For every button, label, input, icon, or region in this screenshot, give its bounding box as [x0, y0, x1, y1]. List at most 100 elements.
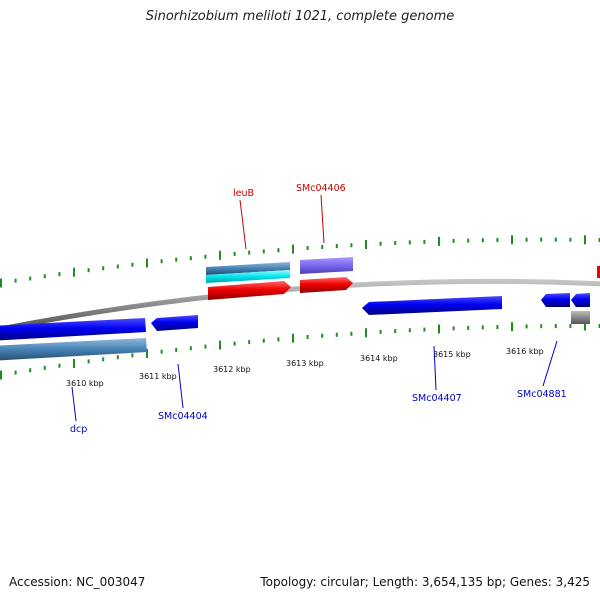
tick-mark: [146, 349, 148, 358]
tick-mark: [335, 244, 338, 249]
tick-mark: [73, 359, 75, 368]
tick-mark: [379, 329, 382, 334]
tick-mark: [175, 257, 178, 262]
tick-mark: [467, 238, 470, 243]
tick-mark: [131, 353, 134, 358]
tick-mark: [87, 268, 90, 273]
gene-SMc04404[interactable]: [151, 315, 198, 331]
tick-mark: [496, 238, 499, 242]
gene-label-dcp[interactable]: dcp: [70, 424, 87, 435]
leader-line-SMc04406: [320, 194, 325, 244]
tick-mark: [394, 329, 397, 334]
rna-feature-leuB[interactable]: [206, 270, 290, 283]
scale-label: 3610 kbp: [66, 379, 104, 388]
tick-mark: [569, 324, 572, 328]
cds-feature-dcp[interactable]: [0, 338, 147, 361]
tick-mark: [467, 325, 470, 330]
tick-mark: [87, 359, 90, 364]
gene-leuB[interactable]: [208, 281, 291, 300]
leader-line-SMc04881: [542, 340, 558, 387]
tick-mark: [335, 332, 338, 337]
tick-mark: [540, 324, 543, 329]
tick-mark: [116, 264, 119, 269]
tick-mark: [554, 237, 557, 242]
scale-label: 3615 kbp: [433, 350, 471, 359]
gene-label-SMc04406[interactable]: SMc04406: [296, 183, 346, 194]
tick-mark: [408, 328, 411, 333]
leader-line-dcp: [71, 386, 77, 422]
tick-mark: [481, 325, 484, 330]
gene-label-SMc04881[interactable]: SMc04881: [517, 389, 567, 400]
tick-mark: [350, 331, 353, 336]
gene-edge-forward[interactable]: [597, 266, 600, 278]
tick-mark: [511, 322, 513, 332]
tick-mark: [292, 333, 294, 343]
gene-SMc04407[interactable]: [362, 296, 502, 315]
tick-mark: [219, 340, 221, 350]
tick-mark: [58, 272, 61, 277]
tick-mark: [248, 340, 251, 345]
tick-mark: [14, 370, 17, 375]
tick-mark: [219, 250, 221, 260]
other-feature-grey[interactable]: [571, 311, 590, 324]
tick-mark: [584, 235, 586, 245]
gene-SMc04881[interactable]: [541, 293, 570, 307]
tick-mark: [452, 326, 455, 331]
gene-small-reverse[interactable]: [571, 293, 590, 307]
tick-mark: [350, 243, 353, 248]
tick-mark: [146, 258, 148, 268]
tick-mark: [0, 278, 2, 288]
scale-label: 3613 kbp: [286, 359, 324, 368]
accession-text: Accession: NC_003047: [9, 575, 146, 589]
tick-mark: [598, 238, 600, 242]
tick-mark: [102, 357, 105, 362]
scale-label: 3611 kbp: [139, 372, 177, 381]
tick-mark: [43, 274, 46, 279]
tick-mark: [204, 344, 207, 349]
tick-mark: [379, 241, 382, 246]
tick-mark: [233, 251, 236, 256]
other-feature-SMc04406[interactable]: [300, 257, 353, 274]
tick-mark: [29, 368, 32, 373]
scale-label: 3616 kbp: [506, 347, 544, 356]
tick-mark: [423, 239, 426, 244]
tick-marks: [0, 235, 600, 380]
tick-mark: [292, 244, 294, 254]
tick-mark: [584, 321, 586, 331]
tick-mark: [73, 267, 75, 277]
tick-mark: [598, 324, 600, 328]
tick-mark: [233, 341, 236, 346]
gene-label-leuB[interactable]: leuB: [233, 188, 254, 199]
tick-mark: [365, 240, 367, 249]
tick-mark: [321, 333, 324, 338]
gene-label-SMc04407[interactable]: SMc04407: [412, 393, 462, 404]
genome-summary-text: Topology: circular; Length: 3,654,135 bp…: [260, 575, 590, 589]
tick-mark: [160, 259, 163, 264]
gene-label-SMc04404[interactable]: SMc04404: [158, 411, 208, 422]
tick-mark: [0, 370, 2, 380]
tick-mark: [102, 266, 105, 271]
tick-mark: [452, 238, 455, 243]
cds-feature-leuB[interactable]: [206, 262, 290, 275]
tick-mark: [481, 238, 484, 243]
tick-mark: [496, 325, 499, 329]
tick-mark: [262, 338, 265, 343]
scale-label: 3612 kbp: [213, 365, 251, 374]
tick-mark: [204, 254, 207, 259]
tick-mark: [525, 324, 528, 329]
tick-mark: [262, 249, 265, 254]
tick-mark: [160, 349, 163, 354]
tick-mark: [189, 256, 192, 261]
tick-mark: [540, 237, 543, 242]
tick-mark: [189, 346, 192, 351]
tick-mark: [554, 324, 557, 329]
tick-mark: [58, 363, 61, 368]
gene-dcp[interactable]: [0, 318, 146, 341]
tick-mark: [175, 347, 178, 352]
tick-mark: [116, 355, 119, 360]
gene-SMc04406[interactable]: [300, 277, 353, 293]
tick-mark: [408, 240, 411, 245]
tick-mark: [365, 328, 367, 338]
